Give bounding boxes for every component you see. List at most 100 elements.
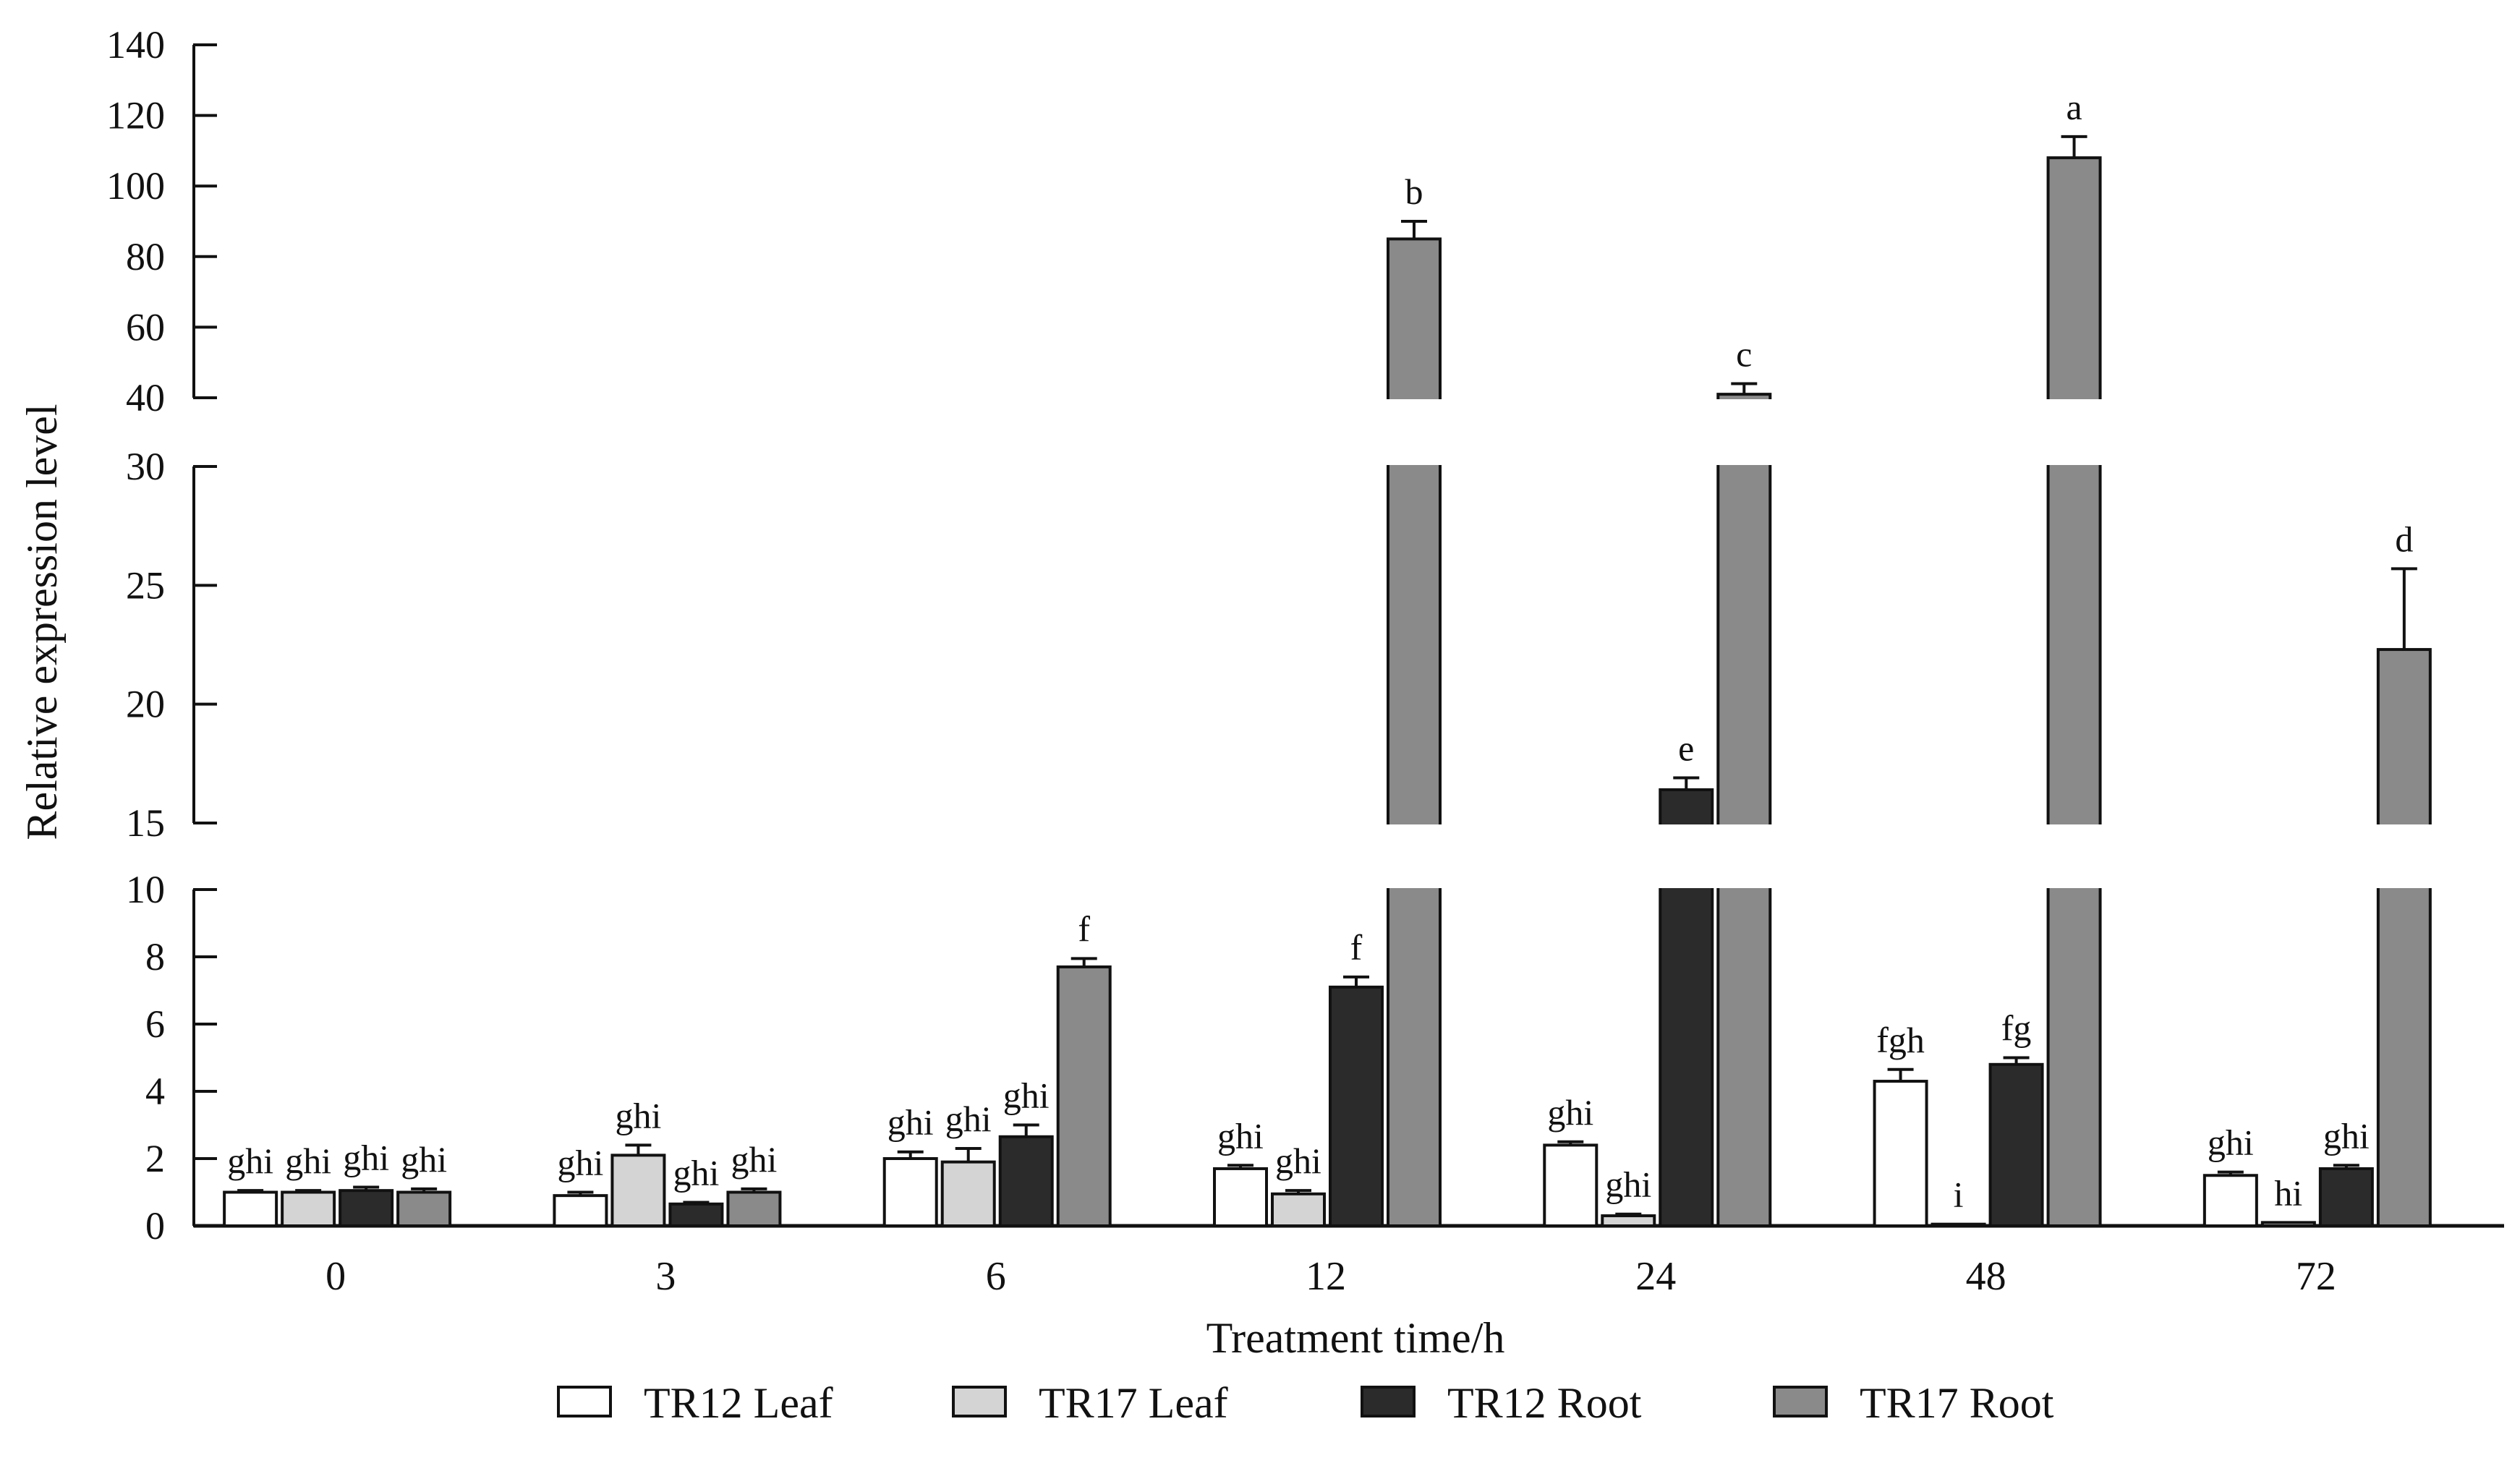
- significance-letter: ghi: [731, 1139, 777, 1180]
- bar-tr17-leaf-24: [1601, 1214, 1656, 1228]
- significance-letter: fg: [2001, 1008, 2032, 1049]
- bar-tr12-root-72: [2318, 1167, 2374, 1227]
- significance-letter: ghi: [1275, 1141, 1321, 1181]
- significance-letter: ghi: [1003, 1075, 1050, 1116]
- significance-letter: ghi: [945, 1099, 992, 1139]
- y-tick-label: 60: [126, 305, 165, 349]
- y-tick-label: 100: [106, 164, 165, 208]
- y-tick-label: 140: [106, 23, 165, 67]
- y-axis-title: Relative expression level: [18, 404, 66, 840]
- y-tick-label: 2: [145, 1137, 165, 1180]
- significance-letter: f: [1078, 908, 1090, 949]
- significance-letter: ghi: [557, 1143, 603, 1183]
- axis-break-gap: [1714, 399, 1775, 465]
- x-tick-label: 48: [1966, 1254, 2006, 1299]
- significance-letter: a: [2066, 87, 2082, 127]
- x-tick-label: 12: [1306, 1254, 1346, 1299]
- y-tick-label: 40: [126, 376, 165, 419]
- bar-tr17-root-12: [1387, 237, 1442, 1227]
- y-tick-label: 30: [126, 445, 165, 488]
- y-tick-label: 10: [126, 868, 165, 911]
- significance-letter: ghi: [2208, 1122, 2254, 1163]
- y-tick-label: 15: [126, 801, 165, 845]
- axis-break-gap: [1714, 824, 1775, 888]
- legend-label: TR12 Root: [1447, 1379, 1642, 1427]
- legend-swatch: [1361, 1386, 1416, 1418]
- legend-label: TR12 Leaf: [644, 1379, 833, 1427]
- y-tick-label: 120: [106, 94, 165, 137]
- bar-tr12-root-48: [1988, 1062, 2044, 1228]
- bar-tr17-leaf-12: [1271, 1192, 1326, 1227]
- significance-letter: c: [1736, 333, 1752, 374]
- y-tick-label: 25: [126, 563, 165, 607]
- legend-label: TR17 Leaf: [1039, 1379, 1228, 1427]
- x-tick-label: 6: [986, 1254, 1006, 1299]
- bar-tr12-leaf-12: [1213, 1167, 1268, 1227]
- legend-swatch: [1773, 1386, 1828, 1418]
- axis-break-gap: [1384, 399, 1444, 465]
- significance-letter: ghi: [401, 1139, 447, 1180]
- bar-tr12-root-6: [998, 1135, 1054, 1228]
- axis-break-gap: [2043, 824, 2105, 888]
- bar-tr17-root-3: [726, 1190, 782, 1227]
- bar-tr17-root-6: [1056, 965, 1112, 1227]
- x-tick-label: 0: [325, 1254, 346, 1299]
- x-tick-label: 24: [1635, 1254, 1676, 1299]
- significance-letter: ghi: [1217, 1115, 1264, 1156]
- axis-break-gap: [2373, 824, 2435, 888]
- significance-letter: ghi: [887, 1102, 934, 1143]
- bar-tr17-leaf-6: [940, 1160, 996, 1228]
- bar-tr12-leaf-48: [1873, 1080, 1928, 1228]
- y-tick-label: 0: [145, 1204, 165, 1248]
- bar-tr12-leaf-72: [2202, 1174, 2258, 1227]
- significance-letter: d: [2395, 519, 2413, 559]
- axis-break-gap: [1384, 824, 1444, 888]
- bar-tr17-leaf-48: [1931, 1222, 1986, 1228]
- y-tick-label: 6: [145, 1002, 165, 1046]
- bar-tr12-leaf-3: [553, 1194, 608, 1228]
- significance-letter: ghi: [2323, 1115, 2370, 1156]
- bar-tr17-leaf-0: [281, 1190, 336, 1227]
- y-tick-label: 8: [145, 935, 165, 979]
- significance-letter: ghi: [1605, 1164, 1651, 1205]
- significance-letter: fgh: [1876, 1020, 1925, 1060]
- significance-letter: i: [1954, 1174, 1964, 1215]
- bar-tr12-leaf-0: [223, 1190, 278, 1227]
- bar-tr12-leaf-6: [882, 1157, 938, 1227]
- bar-tr17-leaf-72: [2260, 1221, 2316, 1227]
- significance-letter: f: [1350, 927, 1363, 968]
- significance-letter: hi: [2274, 1172, 2302, 1213]
- bar-tr17-root-0: [396, 1190, 452, 1227]
- bar-tr12-root-0: [339, 1189, 394, 1228]
- legend: TR12 Leaf TR17 Leaf TR12 Root TR17 Root: [557, 1379, 2054, 1427]
- bar-tr12-root-3: [668, 1202, 724, 1228]
- significance-letter: ghi: [1547, 1092, 1593, 1133]
- significance-letter: ghi: [343, 1138, 389, 1178]
- x-axis-title: Treatment time/h: [1206, 1314, 1505, 1362]
- bar-tr17-root-24: [1716, 393, 1772, 1227]
- axis-break-gap: [1656, 824, 1717, 888]
- significance-letter: b: [1405, 171, 1423, 212]
- bars-layer: [223, 135, 2435, 1228]
- y-tick-label: 80: [126, 235, 165, 278]
- bar-tr17-root-72: [2376, 648, 2432, 1227]
- y-tick-label: 20: [126, 683, 165, 726]
- axis-break-gap: [2043, 399, 2105, 465]
- legend-swatch: [952, 1386, 1007, 1418]
- y-tick-label: 4: [145, 1070, 165, 1113]
- significance-letter: ghi: [285, 1141, 331, 1181]
- significance-letter: ghi: [673, 1152, 719, 1193]
- bar-tr12-root-12: [1329, 985, 1384, 1227]
- x-tick-label: 3: [655, 1254, 676, 1299]
- bar-tr17-root-48: [2046, 156, 2102, 1227]
- bar-tr12-leaf-24: [1543, 1143, 1599, 1228]
- x-tick-label: 72: [2296, 1254, 2336, 1299]
- significance-letter: ghi: [615, 1095, 661, 1135]
- significance-letter: e: [1678, 728, 1694, 769]
- bar-tr17-leaf-3: [610, 1154, 666, 1227]
- significance-letter: ghi: [227, 1141, 273, 1181]
- legend-swatch: [557, 1386, 612, 1418]
